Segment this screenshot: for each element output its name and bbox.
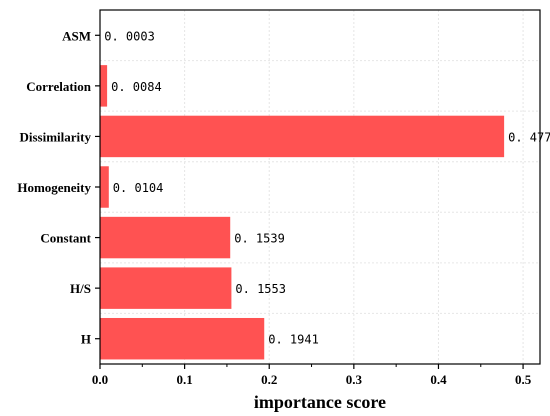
data-label: 0. 0003 (104, 29, 155, 43)
category-label: H/S (70, 281, 91, 296)
bar (100, 317, 265, 360)
category-label: Dissimilarity (20, 129, 92, 144)
x-tick-label: 0.2 (261, 372, 277, 387)
grid-lines (99, 10, 540, 365)
category-label: ASM (62, 28, 91, 43)
category-label: Constant (40, 231, 91, 246)
data-label: 0. 0084 (111, 80, 162, 94)
y-axis: ASM Correlation Dissimilarity Homogeneity Co… (17, 28, 100, 347)
category-label: Homogeneity (17, 180, 91, 195)
category-label: Correlation (26, 79, 92, 94)
x-tick-label: 0.4 (430, 372, 447, 387)
plot-frame (99, 9, 541, 365)
bars: 0. 0003 0. 0084 0. 4776 0. 0104 0. 1539 0. 15… (100, 14, 550, 360)
data-label: 0. 1553 (235, 282, 286, 296)
data-label: 0. 0104 (113, 181, 164, 195)
x-axis-title: importance score (254, 392, 386, 412)
x-axis: 0.0 0.1 0.2 0.3 0.4 0.5 (92, 364, 532, 387)
category-label: H (81, 332, 91, 347)
data-label: 0. 1941 (268, 333, 319, 347)
bar (100, 115, 505, 158)
bar (100, 166, 109, 208)
bar (100, 216, 231, 259)
x-tick-label: 0.1 (176, 372, 192, 387)
data-label: 0. 1539 (234, 232, 285, 246)
data-label: 0. 4776 (508, 130, 550, 144)
x-tick-label: 0.0 (92, 372, 108, 387)
bar (100, 267, 232, 309)
x-tick-label: 0.5 (515, 372, 532, 387)
bar (100, 65, 108, 107)
x-tick-label: 0.3 (346, 372, 363, 387)
